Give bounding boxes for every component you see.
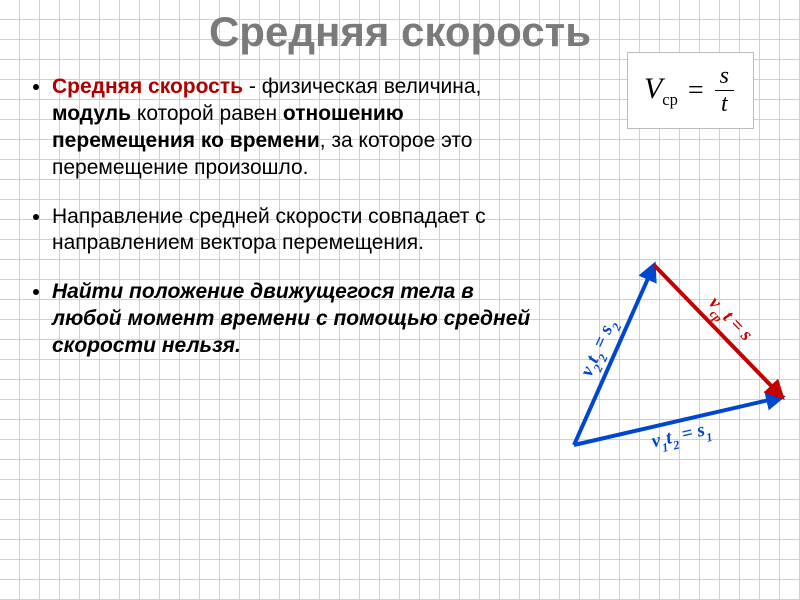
slide-content: Средняя скорость Средняя скорость - физи… [0,0,800,382]
formula-eq: = [688,75,704,107]
body-row: Средняя скорость - физическая величина, … [24,70,776,382]
vector-s [654,265,782,397]
formula-fraction: s t [714,63,735,118]
formula-lhs: Vср [644,72,678,110]
bullet-1-bold-a: модуль [52,102,131,125]
formula-sub: ср [662,90,678,109]
page-title: Средняя скорость [24,8,776,56]
formula-v: V [644,72,662,105]
bullet-1-text-b: которой равен [131,102,283,125]
right-column: Vср = s t [544,70,776,382]
formula-den: t [715,90,734,118]
bullet-1: Средняя скорость - физическая величина, … [52,74,544,182]
bullet-1-text-a: - физическая величина, [243,75,481,98]
bullet-list: Средняя скорость - физическая величина, … [24,70,544,382]
bullet-1-highlight: Средняя скорость [52,75,243,98]
formula-box: Vср = s t [627,52,754,129]
formula: Vср = s t [644,63,735,118]
bullet-3: Найти положение движущегося тела в любой… [52,279,544,360]
bullet-2: Направление средней скорости совпадает с… [52,204,544,258]
formula-num: s [714,63,735,90]
vector-diagram: v2t2 = s2 v1t2 = s1 vсрt = s [554,245,800,485]
